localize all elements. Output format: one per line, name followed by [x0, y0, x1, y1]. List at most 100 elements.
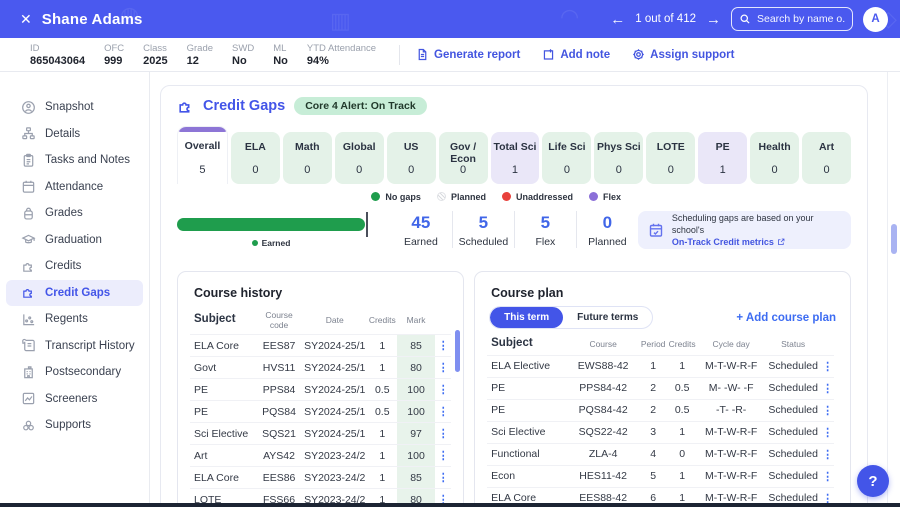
credit-gap-tab[interactable]: Global 0: [334, 132, 384, 184]
legend-item: Planned: [436, 191, 486, 202]
close-icon[interactable]: ✕: [20, 10, 32, 27]
tab-gap-count: 0: [667, 164, 674, 176]
row-menu-icon[interactable]: [822, 383, 833, 395]
sidebar-item-grades[interactable]: Grades: [6, 200, 143, 227]
row-menu-icon[interactable]: [438, 494, 449, 506]
line-chart-icon: [22, 392, 35, 405]
sidebar-item-label: Regents: [45, 313, 88, 326]
sidebar-item-credit-gaps[interactable]: Credit Gaps: [6, 279, 143, 306]
cell-period: 4: [639, 442, 668, 466]
row-menu-icon[interactable]: [822, 471, 833, 483]
user-avatar[interactable]: A: [863, 6, 888, 32]
info-field-value: 865043064: [30, 54, 86, 67]
cell-subject: PE: [190, 400, 257, 423]
sidebar-item-label: Grades: [45, 207, 83, 220]
prev-student-arrow-icon[interactable]: ←: [610, 10, 626, 28]
sidebar-item-snapshot[interactable]: Snapshot: [6, 94, 143, 121]
generate-report-button[interactable]: Generate report: [416, 48, 520, 61]
row-menu-icon[interactable]: [822, 361, 833, 373]
column-header: Subject: [194, 313, 236, 326]
cell-period: 2: [639, 376, 668, 400]
row-menu-icon[interactable]: [438, 450, 449, 462]
cell-subject: Sci Elective: [190, 422, 257, 445]
sidebar-item-supports[interactable]: Supports: [6, 412, 143, 439]
sidebar-item-screeners[interactable]: Screeners: [6, 386, 143, 413]
credit-gap-tab[interactable]: Total Sci 1: [490, 132, 540, 184]
building-icon: [24, 366, 33, 379]
help-button[interactable]: ?: [857, 465, 889, 497]
doodle-cap-icon: ◠: [560, 4, 580, 29]
row-menu-icon[interactable]: [438, 406, 449, 418]
search-input[interactable]: [757, 13, 845, 25]
info-field-label: Grade: [186, 42, 214, 54]
student-search[interactable]: [731, 7, 853, 31]
credit-gap-tab[interactable]: ELA 0: [230, 132, 280, 184]
row-menu-icon[interactable]: [822, 493, 833, 505]
tab-future-terms[interactable]: Future terms: [577, 312, 639, 323]
cell-subject: Sci Elective: [487, 420, 568, 444]
on-track-metrics-link[interactable]: On-Track Credit metrics: [672, 236, 785, 248]
sidebar-item-attendance[interactable]: Attendance: [6, 174, 143, 201]
stat-label: Scheduled: [458, 236, 509, 248]
column-header: Status: [781, 338, 806, 349]
page-scrollbar-thumb[interactable]: [891, 224, 897, 254]
sidebar-item-details[interactable]: Details: [6, 121, 143, 148]
top-header-bar: ◍ ▥ ◠ ◇ ✕ Shane Adams ← 1 out of 412 → A: [0, 0, 900, 38]
course-plan-row: PE PQS84-42 2 0.5 -T- -R- Scheduled: [487, 398, 835, 422]
sidebar-item-postsecondary[interactable]: Postsecondary: [6, 359, 143, 386]
credit-gap-tab[interactable]: US 0: [386, 132, 436, 184]
target-marker: [366, 212, 368, 237]
row-menu-icon[interactable]: [822, 449, 833, 461]
info-field-label: SWD: [232, 42, 255, 54]
tab-this-term[interactable]: This term: [490, 307, 564, 328]
cell-course-code: FSS66: [256, 488, 302, 507]
doodle-chart-icon: ▥: [330, 8, 351, 33]
credit-gap-tab[interactable]: Art 0: [802, 132, 851, 184]
history-scrollbar[interactable]: [455, 330, 461, 372]
row-menu-icon[interactable]: [822, 405, 833, 417]
tab-label: US: [403, 141, 419, 153]
cell-date: SY2024-25/1: [301, 422, 368, 445]
page-title: Credit Gaps: [203, 98, 286, 114]
credit-gap-tab[interactable]: Gov / Econ 0: [438, 132, 488, 184]
cell-course-code: EES87: [256, 334, 302, 357]
row-menu-icon[interactable]: [438, 428, 449, 440]
legend-item: No gaps: [371, 191, 421, 202]
sidebar-item-graduation[interactable]: Graduation: [6, 227, 143, 254]
row-menu-icon[interactable]: [438, 472, 449, 484]
legend-swatch-icon: [501, 192, 511, 201]
sidebar-item-tasks-and-notes[interactable]: Tasks and Notes: [6, 147, 143, 174]
cell-date: SY2024-25/1: [301, 356, 368, 379]
credit-gap-tab[interactable]: Health 0: [750, 132, 800, 184]
row-menu-icon[interactable]: [438, 362, 449, 374]
next-student-arrow-icon[interactable]: →: [706, 10, 721, 28]
sidebar-item-regents[interactable]: Regents: [6, 306, 143, 333]
cell-credits: 1: [667, 464, 698, 488]
credit-gap-tab[interactable]: PE 1: [698, 132, 748, 184]
calendar-check-icon: [649, 223, 663, 237]
tab-gap-count: 1: [719, 164, 726, 176]
course-plan-row: ELA Elective EWS88-42 1 1 M-T-W-R-F Sche…: [487, 354, 835, 378]
tab-gap-count: 0: [615, 164, 622, 176]
course-plan-row: ELA Core EES88-42 6 1 M-T-W-R-F Schedule…: [487, 486, 835, 507]
credit-gap-tab[interactable]: Overall 5: [177, 126, 228, 184]
row-menu-icon[interactable]: [438, 340, 449, 352]
credit-gap-tab[interactable]: Math 0: [282, 132, 332, 184]
sidebar-item-credits[interactable]: Credits: [6, 253, 143, 280]
add-course-plan-button[interactable]: + Add course plan: [736, 311, 836, 324]
legend-swatch-icon: [588, 192, 598, 201]
row-menu-icon[interactable]: [438, 384, 449, 396]
add-note-button[interactable]: Add note: [542, 48, 610, 61]
course-plan-row: Econ HES11-42 5 1 M-T-W-R-F Scheduled: [487, 464, 835, 488]
assign-support-button[interactable]: Assign support: [632, 48, 735, 61]
credit-gap-tab[interactable]: Phys Sci 0: [594, 132, 644, 184]
cell-course: EES88-42: [567, 486, 640, 507]
tab-gap-count: 0: [304, 164, 311, 176]
row-menu-icon[interactable]: [822, 427, 833, 439]
credit-gap-tab[interactable]: Life Sci 0: [542, 132, 592, 184]
tab-gap-count: 0: [252, 164, 259, 176]
sidebar-item-transcript-history[interactable]: Transcript History: [6, 333, 143, 360]
cell-course-code: PQS84: [256, 400, 302, 423]
sidebar-item-label: Graduation: [45, 233, 102, 246]
credit-gap-tab[interactable]: LOTE 0: [646, 132, 696, 184]
